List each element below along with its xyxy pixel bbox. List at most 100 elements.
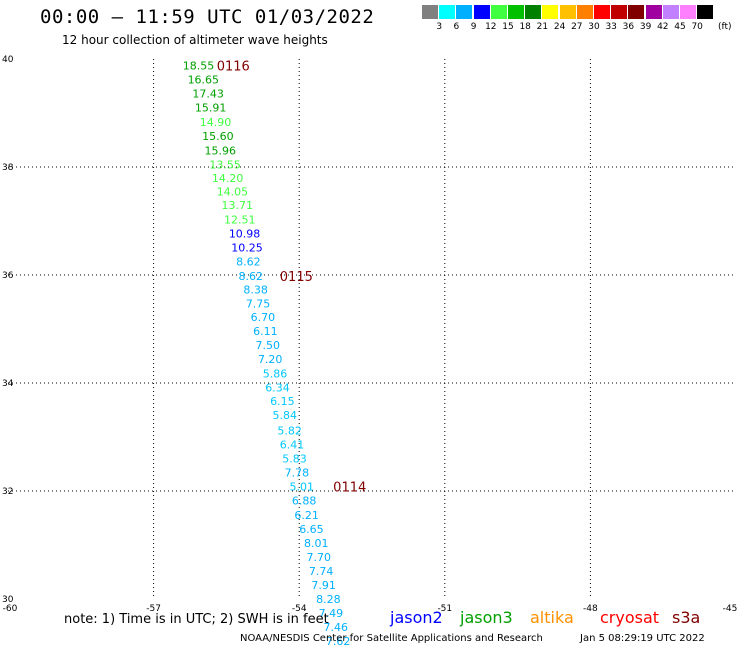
x-tick-label: -45 xyxy=(723,604,738,614)
color-swatch xyxy=(439,5,456,19)
y-tick-label: 30 xyxy=(2,595,14,605)
legend-jason2: jason2 xyxy=(390,608,443,627)
x-tick-label: -57 xyxy=(146,604,161,614)
wave-height-label: 6.21 xyxy=(294,509,319,522)
y-tick-label: 34 xyxy=(2,379,14,389)
color-swatch xyxy=(628,5,645,19)
wave-height-label: 14.05 xyxy=(217,185,249,198)
color-scale-unit: (ft) xyxy=(718,22,732,32)
wave-height-label: 14.20 xyxy=(212,172,244,185)
legend-altika: altika xyxy=(530,608,574,627)
x-tick-label: -60 xyxy=(3,604,18,614)
color-scale-label: 36 xyxy=(622,22,635,32)
wave-height-label: 8.62 xyxy=(239,270,263,283)
color-swatch xyxy=(490,5,507,19)
footer-note: note: 1) Time is in UTC; 2) SWH is in fe… xyxy=(64,612,329,627)
wave-height-label: 18.55 xyxy=(183,59,215,72)
wave-height-label: 7.91 xyxy=(311,579,336,592)
wave-height-label: 10.98 xyxy=(229,227,261,240)
color-scale-label: 6 xyxy=(453,22,460,32)
wave-height-label: 13.71 xyxy=(222,199,254,212)
x-tick-label: -51 xyxy=(437,604,452,614)
color-swatch xyxy=(525,5,542,19)
wave-height-label: 15.60 xyxy=(202,130,234,143)
chart-subtitle: 12 hour collection of altimeter wave hei… xyxy=(62,33,328,47)
color-scale-label: 12 xyxy=(485,22,497,32)
color-swatch xyxy=(508,5,524,19)
color-swatch xyxy=(422,5,438,19)
wave-height-label: 6.41 xyxy=(280,439,305,452)
color-scale-label: 9 xyxy=(470,22,477,32)
color-swatch xyxy=(697,5,714,19)
color-scale-label: 30 xyxy=(588,22,600,32)
color-scale-label: 33 xyxy=(605,22,617,32)
wave-height-label: 17.43 xyxy=(192,88,224,101)
color-scale-label: 3 xyxy=(436,22,443,32)
color-swatch xyxy=(576,5,593,19)
wave-height-label: 6.11 xyxy=(253,325,277,338)
wave-height-label: 8.01 xyxy=(304,537,329,550)
color-scale-label: 39 xyxy=(639,22,652,32)
y-tick-label: 38 xyxy=(2,163,14,173)
wave-height-label: 14.90 xyxy=(200,116,232,129)
wave-height-label: 7.78 xyxy=(285,467,310,480)
color-scale-label: 15 xyxy=(502,22,514,32)
wave-height-label: 6.70 xyxy=(251,311,276,324)
wave-height-label: 7.75 xyxy=(246,298,271,311)
wave-height-label: 15.91 xyxy=(195,102,227,115)
footer-credit: NOAA/NESDIS Center for Satellite Applica… xyxy=(240,633,543,644)
wave-height-label: 7.49 xyxy=(319,607,344,620)
wave-height-label: 5.84 xyxy=(273,409,298,422)
time-label: 0116 xyxy=(217,59,250,74)
legend-s3a: s3a xyxy=(672,608,701,627)
wave-height-label: 16.65 xyxy=(188,74,220,87)
time-label: 0115 xyxy=(280,270,313,285)
color-scale-label: 27 xyxy=(571,22,583,32)
wave-height-label: 7.62 xyxy=(326,635,351,648)
wave-height-label: 13.55 xyxy=(209,158,241,171)
wave-height-label: 5.01 xyxy=(289,481,314,494)
color-swatch xyxy=(473,5,490,19)
wave-height-label: 5.82 xyxy=(277,425,302,438)
wave-height-label: 6.34 xyxy=(265,381,290,394)
y-tick-label: 40 xyxy=(2,55,14,65)
color-scale-label: 70 xyxy=(691,22,703,32)
time-label: 0114 xyxy=(333,481,366,496)
wave-height-label: 8.62 xyxy=(236,256,261,269)
y-tick-label: 32 xyxy=(2,487,13,497)
legend-cryosat: cryosat xyxy=(600,608,660,627)
color-scale-label: 42 xyxy=(657,22,669,32)
x-tick-label: -54 xyxy=(292,604,307,614)
legend-jason3: jason3 xyxy=(460,608,513,627)
color-swatch xyxy=(680,5,696,19)
wave-height-label: 15.96 xyxy=(205,144,237,157)
wave-height-label: 10.25 xyxy=(231,241,263,254)
footer-timestamp: Jan 5 08:29:19 UTC 2022 xyxy=(580,633,705,644)
x-tick-label: -48 xyxy=(583,604,598,614)
color-scale-label: 24 xyxy=(553,22,566,32)
wave-height-label: 6.65 xyxy=(299,523,324,536)
wave-height-label: 5.83 xyxy=(282,453,307,466)
y-tick-label: 36 xyxy=(2,271,14,281)
color-swatch xyxy=(611,5,628,19)
color-swatch xyxy=(662,5,679,19)
color-scale-label: 45 xyxy=(674,22,686,32)
wave-height-label: 8.28 xyxy=(316,593,341,606)
color-scale-label: 21 xyxy=(536,22,549,32)
wave-height-label: 7.70 xyxy=(306,551,331,564)
wave-height-label: 7.46 xyxy=(323,621,348,634)
chart-title: 00:00 – 11:59 UTC 01/03/2022 xyxy=(40,6,375,28)
color-swatch xyxy=(645,5,662,19)
color-swatch xyxy=(542,5,559,19)
wave-height-label: 6.88 xyxy=(292,495,317,508)
wave-height-label: 7.50 xyxy=(256,339,281,352)
color-scale-label: 18 xyxy=(519,22,531,32)
color-swatch xyxy=(594,5,610,19)
wave-height-label: 5.86 xyxy=(263,367,288,380)
wave-height-label: 7.20 xyxy=(258,353,283,366)
wave-height-label: 7.74 xyxy=(309,565,334,578)
wave-height-label: 6.15 xyxy=(270,395,295,408)
wave-height-label: 12.51 xyxy=(224,213,256,226)
